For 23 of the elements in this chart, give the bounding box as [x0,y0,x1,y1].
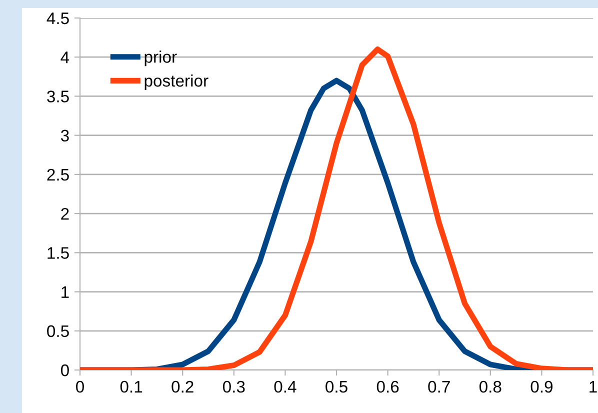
y-tick-label: 0 [60,364,69,376]
y-tick-label: 3 [60,130,69,142]
x-tick-label: 0.5 [326,380,348,393]
y-tick-label: 3.5 [47,90,69,102]
y-tick-label: 2 [61,208,69,220]
y-tick-label: 1 [62,286,69,298]
x-tick-label: 0.3 [222,380,245,393]
y-tick-label: 4 [60,52,70,64]
x-tick-label: 0.6 [376,380,399,393]
x-tick-label: 0.9 [530,380,552,393]
x-tick-label: 0.8 [479,380,502,393]
x-tick-label: 0 [76,380,84,393]
legend-label: prior [144,50,177,66]
legend-label: posterior [144,74,208,90]
x-tick-label: 0.2 [172,380,194,393]
x-tick-label: 0.4 [274,380,296,393]
x-tick-label: 1 [590,381,597,392]
x-tick-label: 0.1 [120,380,142,393]
x-tick-label: 0.7 [428,380,450,393]
y-tick-label: 2.5 [47,168,69,181]
y-tick-label: 0.5 [47,325,69,338]
y-tick-label: 1.5 [48,247,69,259]
y-tick-label: 4.5 [46,12,69,24]
